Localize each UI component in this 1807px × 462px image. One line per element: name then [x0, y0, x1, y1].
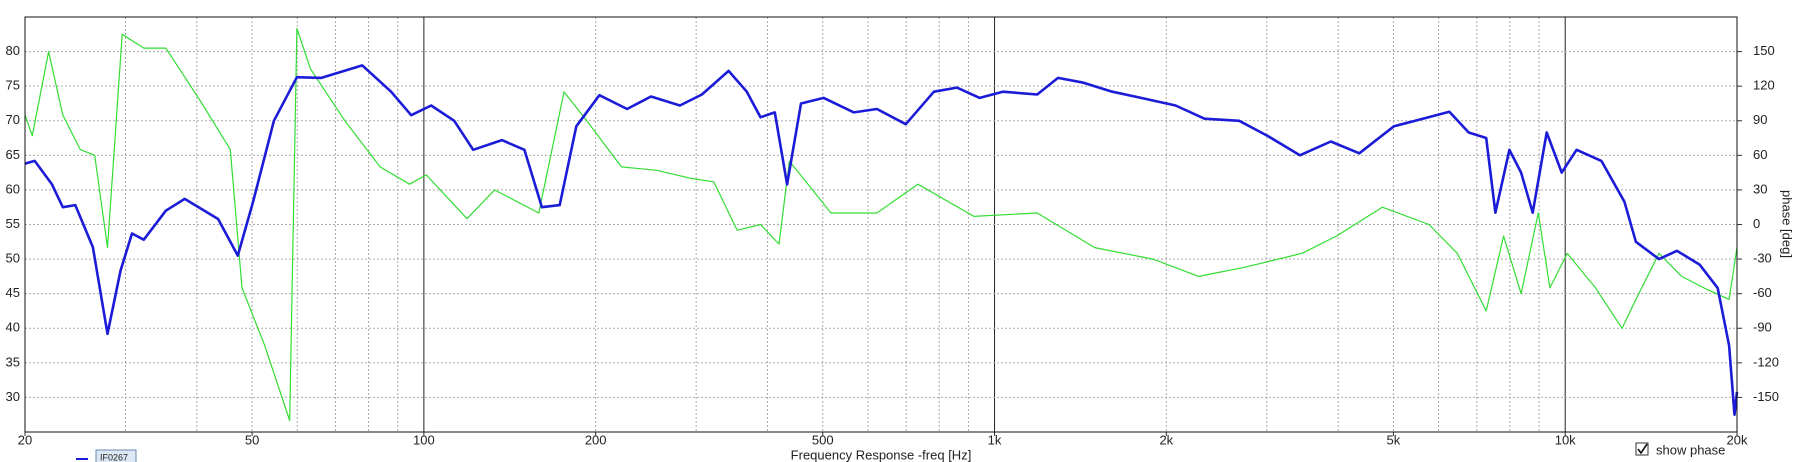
y2-tick-label: 30 [1753, 181, 1767, 196]
x-tick-label: 50 [245, 432, 259, 447]
y2-tick-label: 120 [1753, 78, 1775, 93]
y-tick-label: 40 [6, 320, 20, 335]
y2-tick-label: -30 [1753, 251, 1772, 266]
y2-tick-label: 60 [1753, 147, 1767, 162]
y2-tick-label: 150 [1753, 43, 1775, 58]
y2-tick-label: -90 [1753, 320, 1772, 335]
y2-tick-label: -60 [1753, 285, 1772, 300]
x-axis-label: Frequency Response -freq [Hz] [791, 447, 972, 462]
legend-box[interactable] [95, 449, 137, 462]
y2-tick-label: 0 [1753, 216, 1760, 231]
y2-tick-label: 90 [1753, 112, 1767, 127]
y-tick-label: 35 [6, 354, 20, 369]
y-tick-label: 70 [6, 112, 20, 127]
x-tick-label: 500 [812, 432, 834, 447]
y-tick-label: 30 [6, 389, 20, 404]
checkbox-label[interactable]: show phase [1656, 442, 1725, 457]
x-tick-label: 10k [1555, 432, 1576, 447]
y-tick-label: 50 [6, 251, 20, 266]
y2-tick-label: -150 [1753, 389, 1779, 404]
y-tick-label: 60 [6, 181, 20, 196]
x-tick-label: 5k [1387, 432, 1401, 447]
x-tick-label: 20 [18, 432, 32, 447]
x-tick-label: 2k [1159, 432, 1173, 447]
x-tick-label: 100 [413, 432, 435, 447]
series-line [24, 27, 1738, 422]
x-tick-label: 200 [585, 432, 607, 447]
series-line [24, 64, 1739, 416]
checkmark [1637, 443, 1648, 455]
y2-tick-label: -120 [1753, 354, 1779, 369]
x-tick-label: 1k [988, 432, 1002, 447]
y-tick-label: 75 [6, 78, 20, 93]
y-tick-label: 65 [6, 147, 20, 162]
y-tick-label: 55 [6, 216, 20, 231]
y2-axis-label: phase [deg] [1780, 190, 1795, 258]
y-tick-label: 80 [6, 43, 20, 58]
plot-frame [24, 16, 1738, 433]
legend-label: IF0267 [100, 452, 128, 462]
y-tick-label: 45 [6, 285, 20, 300]
x-tick-label: 20k [1727, 432, 1748, 447]
